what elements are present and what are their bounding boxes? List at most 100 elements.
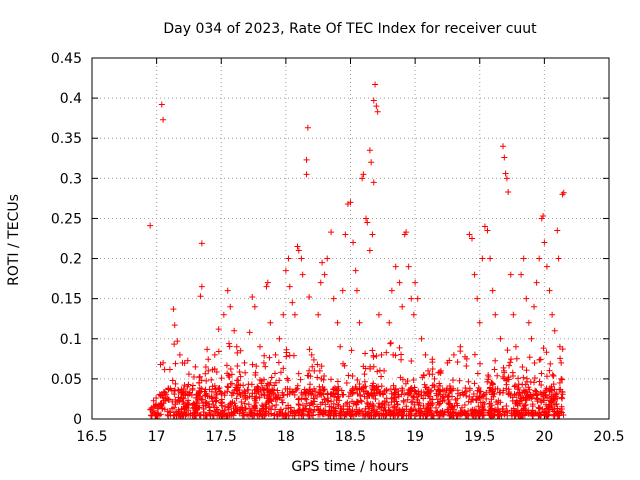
data-point — [556, 379, 563, 386]
moderate-point — [295, 370, 302, 377]
moderate-point — [408, 358, 415, 365]
baseline-point — [388, 399, 395, 406]
baseline-point — [338, 408, 345, 415]
moderate-point — [203, 377, 210, 384]
data-point — [324, 255, 331, 262]
moderate-point — [553, 390, 560, 397]
baseline-point — [477, 399, 484, 406]
baseline-point — [408, 399, 415, 406]
moderate-point — [412, 388, 419, 395]
data-point — [523, 295, 530, 302]
baseline-point — [514, 407, 521, 414]
baseline-point — [240, 409, 247, 416]
moderate-point — [530, 391, 537, 398]
baseline-point — [558, 394, 565, 401]
moderate-point — [266, 354, 273, 361]
moderate-point — [169, 377, 176, 384]
baseline-point — [511, 408, 518, 415]
moderate-point — [245, 387, 252, 394]
baseline-point — [317, 401, 324, 408]
data-point — [487, 255, 494, 262]
moderate-point — [373, 386, 380, 393]
data-point — [352, 267, 359, 274]
moderate-point — [208, 388, 215, 395]
moderate-point — [171, 341, 178, 348]
moderate-point — [251, 386, 258, 393]
baseline-point — [534, 410, 541, 417]
moderate-point — [354, 376, 361, 383]
data-point — [272, 351, 279, 358]
baseline-point — [285, 412, 292, 419]
baseline-point — [448, 412, 455, 419]
moderate-point — [470, 391, 477, 398]
data-point — [388, 287, 395, 294]
moderate-point — [446, 382, 453, 389]
data-point — [197, 293, 204, 300]
moderate-point — [543, 349, 550, 356]
baseline-point — [322, 409, 329, 416]
moderate-point — [410, 376, 417, 383]
baseline-point — [263, 400, 270, 407]
moderate-point — [271, 370, 278, 377]
moderate-point — [316, 391, 323, 398]
moderate-point — [377, 388, 384, 395]
moderate-point — [551, 386, 558, 393]
baseline-point — [159, 394, 166, 401]
moderate-point — [537, 356, 544, 363]
moderate-point — [211, 366, 218, 373]
baseline-point — [373, 409, 380, 416]
baseline-point — [420, 395, 427, 402]
data-point — [198, 283, 205, 290]
data-point — [510, 311, 517, 318]
moderate-point — [348, 347, 355, 354]
moderate-point — [378, 383, 385, 390]
baseline-point — [266, 399, 273, 406]
baseline-point — [253, 393, 260, 400]
moderate-point — [302, 390, 309, 397]
baseline-point — [443, 387, 450, 394]
data-point — [280, 311, 287, 318]
baseline-point — [263, 410, 270, 417]
moderate-point — [505, 391, 512, 398]
moderate-point — [367, 365, 374, 372]
moderate-point — [236, 369, 243, 376]
moderate-point — [559, 376, 566, 383]
data-point — [192, 363, 199, 370]
moderate-point — [431, 382, 438, 389]
data-point — [540, 213, 547, 220]
moderate-point — [550, 372, 557, 379]
baseline-point — [473, 396, 480, 403]
baseline-point — [520, 395, 527, 402]
baseline-point — [259, 412, 266, 419]
baseline-point — [179, 394, 186, 401]
moderate-point — [196, 387, 203, 394]
data-point — [518, 271, 525, 278]
baseline-point — [529, 401, 536, 408]
moderate-point — [286, 352, 293, 359]
baseline-point — [490, 412, 497, 419]
baseline-point — [274, 387, 281, 394]
data-point — [158, 101, 165, 108]
baseline-point — [238, 404, 245, 411]
baseline-point — [269, 403, 276, 409]
baseline-point — [469, 406, 476, 413]
moderate-point — [424, 390, 431, 397]
data-point — [372, 81, 379, 88]
baseline-point — [362, 405, 369, 412]
baseline-point — [483, 395, 490, 402]
data-point — [405, 263, 412, 270]
baseline-point — [535, 404, 542, 411]
moderate-point — [225, 384, 232, 391]
moderate-point — [398, 356, 405, 363]
data-point — [303, 171, 310, 178]
baseline-point — [271, 412, 278, 419]
data-point — [257, 343, 264, 350]
y-tick-label: 0.2 — [60, 252, 82, 268]
baseline-point — [458, 409, 465, 416]
baseline-point — [184, 400, 191, 407]
baseline-point — [185, 397, 192, 404]
baseline-point — [414, 396, 421, 403]
data-point — [299, 271, 306, 278]
data-point — [500, 143, 507, 150]
grid-lines — [92, 58, 609, 419]
